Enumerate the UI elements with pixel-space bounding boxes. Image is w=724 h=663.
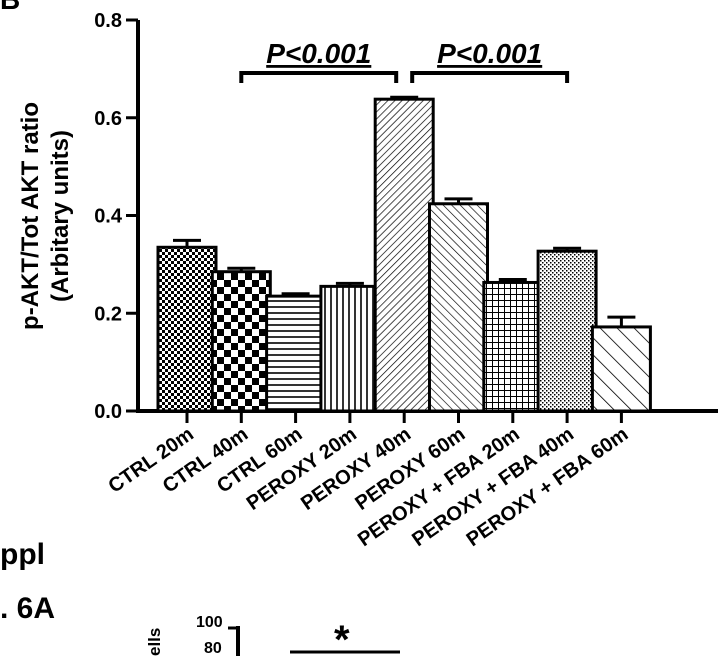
y-tick-label: 0.2 bbox=[94, 303, 122, 325]
significance-bracket bbox=[239, 71, 399, 83]
chart-axes: 0.0 0.2 0.4 0.6 0.8 p-AKT/Tot AKT ratio (Arbit… bbox=[17, 10, 718, 423]
y-tick-label: 0.8 bbox=[94, 10, 122, 32]
y-axis-label: p-AKT/Tot AKT ratio bbox=[17, 102, 44, 330]
y-tick-label: 0.6 bbox=[94, 108, 122, 130]
bar bbox=[210, 270, 272, 413]
bar bbox=[265, 294, 327, 413]
bar bbox=[373, 97, 435, 413]
y-tick-label: 0.4 bbox=[94, 206, 123, 228]
y-axis-sublabel: (Arbitary units) bbox=[47, 130, 74, 302]
bar bbox=[590, 325, 652, 413]
bar bbox=[156, 245, 218, 413]
bar bbox=[319, 284, 381, 413]
y-tick-label: 0.0 bbox=[94, 401, 122, 423]
significance-bracket bbox=[410, 71, 570, 83]
bar bbox=[536, 249, 598, 413]
chart-bars bbox=[156, 95, 652, 413]
bar bbox=[428, 202, 489, 413]
bar bbox=[482, 280, 544, 413]
chart-annotations: P<0.001 P<0.001 bbox=[239, 38, 570, 83]
significance-label: P<0.001 bbox=[266, 38, 371, 69]
significance-label: P<0.001 bbox=[437, 38, 542, 69]
